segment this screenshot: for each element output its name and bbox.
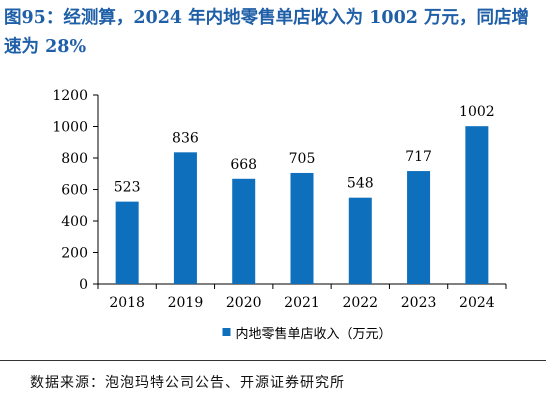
- x-tick-label-2023: 2023: [401, 295, 437, 311]
- x-tick-label-2020: 2020: [226, 295, 262, 311]
- bar-2021: [290, 172, 314, 284]
- data-label-2024: 1002: [459, 104, 495, 120]
- y-tick-label: 600: [61, 183, 88, 199]
- y-tick-label: 800: [61, 151, 88, 167]
- data-label-2022: 548: [347, 176, 374, 192]
- figure-title: 图95：经测算，2024 年内地零售单店收入为 1002 万元，同店增速为 28…: [4, 8, 530, 57]
- legend: 内地零售单店收入（万元）: [222, 326, 392, 342]
- x-tick-label-2019: 2019: [168, 295, 204, 311]
- data-label-2019: 836: [172, 130, 199, 146]
- bar-2022: [348, 197, 372, 284]
- data-label-2023: 717: [405, 149, 432, 165]
- y-tick-label: 1200: [52, 88, 88, 104]
- bar-2024: [465, 126, 489, 284]
- bars: [115, 126, 489, 284]
- y-tick-label: 400: [61, 214, 88, 230]
- y-tick-label: 0: [79, 277, 88, 293]
- data-labels: 523 836 668 705 548 717 1002: [114, 104, 495, 195]
- data-label-2018: 523: [114, 180, 141, 196]
- source-note: 数据来源：泡泡玛特公司公告、开源证券研究所: [30, 375, 345, 391]
- x-tick-label-2018: 2018: [109, 295, 145, 311]
- bar-2019: [173, 152, 197, 284]
- bar-2020: [232, 178, 256, 284]
- legend-swatch: [222, 328, 231, 336]
- x-tick-label-2021: 2021: [284, 295, 320, 311]
- y-tick-label: 200: [61, 246, 88, 262]
- data-label-2020: 668: [230, 157, 257, 173]
- source-divider: [0, 360, 546, 361]
- x-tick-label-2022: 2022: [342, 295, 378, 311]
- bar-2018: [115, 201, 139, 284]
- legend-label: 内地零售单店收入（万元）: [236, 326, 392, 342]
- bar-2023: [407, 171, 431, 284]
- data-label-2021: 705: [289, 151, 316, 167]
- axes: 0 200 400 600 800 1000 1200 2018 2019 2020 2021 202…: [52, 88, 507, 311]
- x-tick-label-2024: 2024: [459, 295, 495, 311]
- y-tick-label: 1000: [52, 120, 88, 136]
